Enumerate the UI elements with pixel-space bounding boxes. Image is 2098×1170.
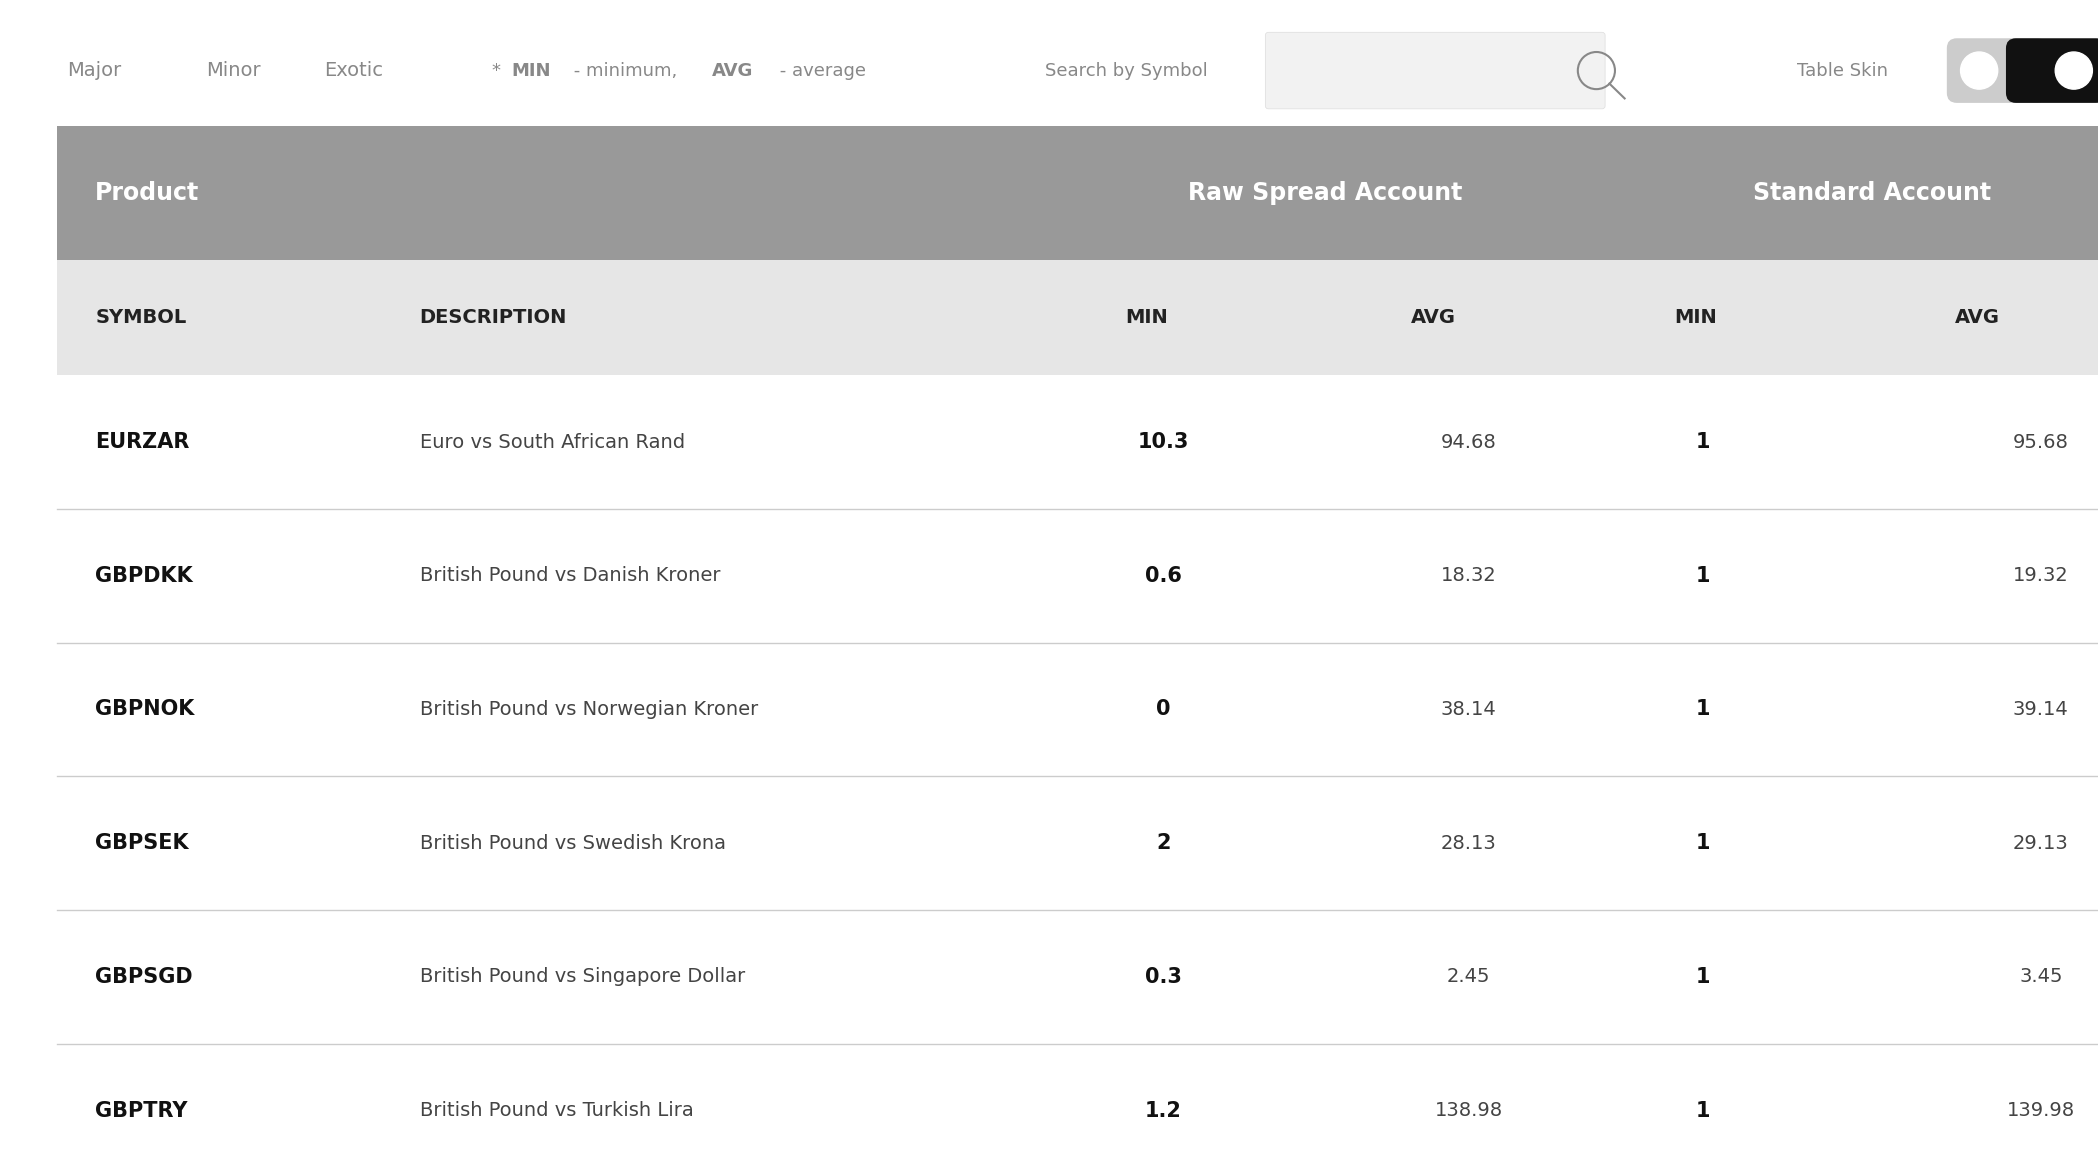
Text: British Pound vs Turkish Lira: British Pound vs Turkish Lira bbox=[420, 1101, 692, 1120]
Text: *: * bbox=[493, 62, 508, 80]
Text: Search by Symbol: Search by Symbol bbox=[1045, 62, 1208, 80]
Bar bbox=[57, 509, 2098, 642]
Text: British Pound vs Singapore Dollar: British Pound vs Singapore Dollar bbox=[420, 968, 745, 986]
Text: 0: 0 bbox=[1156, 700, 1171, 720]
Text: GBPSEK: GBPSEK bbox=[94, 833, 189, 853]
Text: Standard Account: Standard Account bbox=[1754, 181, 1991, 205]
Text: 2: 2 bbox=[1156, 833, 1171, 853]
FancyBboxPatch shape bbox=[1265, 33, 1605, 109]
Bar bbox=[57, 910, 2098, 1044]
Text: GBPNOK: GBPNOK bbox=[94, 700, 195, 720]
Text: AVG: AVG bbox=[1412, 308, 1456, 328]
Text: 1: 1 bbox=[1695, 1101, 1710, 1121]
Text: GBPSGD: GBPSGD bbox=[94, 966, 193, 986]
Text: 95.68: 95.68 bbox=[2012, 433, 2069, 452]
Bar bbox=[57, 260, 2098, 376]
Text: 138.98: 138.98 bbox=[1435, 1101, 1502, 1120]
Text: AVG: AVG bbox=[1955, 308, 1999, 328]
Circle shape bbox=[1960, 51, 1997, 89]
Text: 10.3: 10.3 bbox=[1137, 432, 1190, 452]
Text: MIN: MIN bbox=[1125, 308, 1169, 328]
Text: - minimum,: - minimum, bbox=[569, 62, 684, 80]
Text: 38.14: 38.14 bbox=[1441, 700, 1496, 718]
Circle shape bbox=[2056, 51, 2092, 89]
Text: AVG: AVG bbox=[711, 62, 753, 80]
Text: 39.14: 39.14 bbox=[2012, 700, 2069, 718]
Text: 1: 1 bbox=[1695, 432, 1710, 452]
Text: Table Skin: Table Skin bbox=[1796, 62, 1888, 80]
Text: 29.13: 29.13 bbox=[2012, 834, 2069, 853]
Text: GBPDKK: GBPDKK bbox=[94, 566, 193, 586]
Text: Product: Product bbox=[94, 181, 199, 205]
Text: Minor: Minor bbox=[206, 61, 260, 80]
Text: - average: - average bbox=[774, 62, 866, 80]
Text: 0.6: 0.6 bbox=[1146, 566, 1181, 586]
Text: Exotic: Exotic bbox=[325, 61, 384, 80]
FancyBboxPatch shape bbox=[1947, 39, 2048, 103]
Bar bbox=[57, 642, 2098, 776]
Text: 28.13: 28.13 bbox=[1441, 834, 1496, 853]
Text: GBPTRY: GBPTRY bbox=[94, 1101, 189, 1121]
Text: 18.32: 18.32 bbox=[1441, 566, 1496, 585]
Bar bbox=[57, 126, 2098, 260]
Text: Major: Major bbox=[67, 61, 122, 80]
Bar bbox=[57, 1044, 2098, 1170]
Text: 2.45: 2.45 bbox=[1448, 968, 1490, 986]
Text: Euro vs South African Rand: Euro vs South African Rand bbox=[420, 433, 684, 452]
Bar bbox=[57, 776, 2098, 910]
Text: DESCRIPTION: DESCRIPTION bbox=[420, 308, 566, 328]
FancyBboxPatch shape bbox=[2006, 39, 2098, 103]
Text: 139.98: 139.98 bbox=[2006, 1101, 2075, 1120]
Text: 1: 1 bbox=[1695, 833, 1710, 853]
Bar bbox=[57, 376, 2098, 509]
Text: 1.2: 1.2 bbox=[1146, 1101, 1181, 1121]
Text: 3.45: 3.45 bbox=[2018, 968, 2062, 986]
Text: British Pound vs Norwegian Kroner: British Pound vs Norwegian Kroner bbox=[420, 700, 757, 718]
Text: MIN: MIN bbox=[512, 62, 550, 80]
Text: EURZAR: EURZAR bbox=[94, 432, 189, 452]
Text: 19.32: 19.32 bbox=[2012, 566, 2069, 585]
Text: 1: 1 bbox=[1695, 966, 1710, 986]
Text: 1: 1 bbox=[1695, 566, 1710, 586]
Text: 1: 1 bbox=[1695, 700, 1710, 720]
Text: MIN: MIN bbox=[1674, 308, 1718, 328]
Text: SYMBOL: SYMBOL bbox=[94, 308, 187, 328]
Text: British Pound vs Swedish Krona: British Pound vs Swedish Krona bbox=[420, 834, 726, 853]
Text: Raw Spread Account: Raw Spread Account bbox=[1187, 181, 1462, 205]
Text: 0.3: 0.3 bbox=[1146, 966, 1181, 986]
Text: British Pound vs Danish Kroner: British Pound vs Danish Kroner bbox=[420, 566, 720, 585]
Text: 94.68: 94.68 bbox=[1441, 433, 1496, 452]
